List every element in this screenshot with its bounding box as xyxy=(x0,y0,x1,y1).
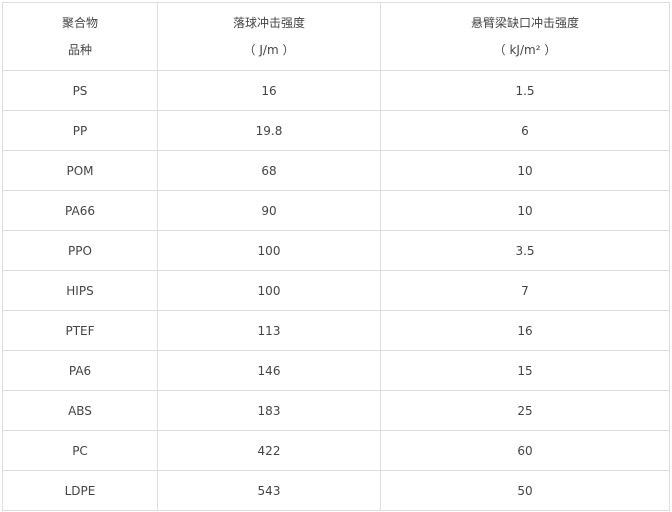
cell-polymer: LDPE xyxy=(2,470,158,511)
cell-falling-ball: 422 xyxy=(157,430,381,471)
table-row: PA6 146 15 xyxy=(2,350,670,391)
table-row: HIPS 100 7 xyxy=(2,270,670,311)
cell-polymer: PA6 xyxy=(2,350,158,391)
cell-polymer: PTEF xyxy=(2,310,158,351)
header-row: 聚合物品种 落球冲击强度 （ J/m ） 悬臂梁缺口冲击强度 （ kJ/m² ） xyxy=(2,2,670,71)
header-polymer: 聚合物 品种 xyxy=(2,2,158,71)
cell-izod: 10 xyxy=(380,190,670,231)
table-row: PP 19.8 6 xyxy=(2,110,670,151)
cell-izod: 1.5 xyxy=(380,70,670,111)
cell-falling-ball: 146 xyxy=(157,350,381,391)
table-row: LDPE 543 50 xyxy=(2,470,670,511)
cell-polymer: PA66 xyxy=(2,190,158,231)
table-row: POM 68 10 xyxy=(2,150,670,191)
cell-falling-ball: 16 xyxy=(157,70,381,111)
table-row: PPO 100 3.5 xyxy=(2,230,670,271)
table-row: ABS 183 25 xyxy=(2,390,670,431)
table-row: PA66 90 10 xyxy=(2,190,670,231)
cell-falling-ball: 543 xyxy=(157,470,381,511)
cell-polymer: PC xyxy=(2,430,158,471)
cell-falling-ball: 100 xyxy=(157,230,381,271)
header-line: 落球冲击强度 xyxy=(232,15,305,30)
cell-falling-ball: 90 xyxy=(157,190,381,231)
header-izod: 悬臂梁缺口冲击强度 （ kJ/m² ） xyxy=(380,2,670,71)
header-line: 悬臂梁缺口冲击强度 xyxy=(470,15,579,30)
cell-izod: 6 xyxy=(380,110,670,151)
cell-polymer: PPO xyxy=(2,230,158,271)
header-line: 聚合物 xyxy=(61,15,98,30)
header-line: 品种 xyxy=(67,42,92,57)
cell-izod: 3.5 xyxy=(380,230,670,271)
cell-polymer: PP xyxy=(2,110,158,151)
cell-izod: 16 xyxy=(380,310,670,351)
cell-falling-ball: 19.8 xyxy=(157,110,381,151)
cell-polymer: HIPS xyxy=(2,270,158,311)
cell-izod: 15 xyxy=(380,350,670,391)
cell-izod: 25 xyxy=(380,390,670,431)
cell-izod: 50 xyxy=(380,470,670,511)
cell-falling-ball: 183 xyxy=(157,390,381,431)
cell-falling-ball: 100 xyxy=(157,270,381,311)
cell-polymer: POM xyxy=(2,150,158,191)
header-line: （ J/m ） xyxy=(243,42,295,57)
cell-polymer: PS xyxy=(2,70,158,111)
table-row: PTEF 113 16 xyxy=(2,310,670,351)
cell-falling-ball: 68 xyxy=(157,150,381,191)
cell-polymer: ABS xyxy=(2,390,158,431)
cell-izod: 60 xyxy=(380,430,670,471)
table-row: PC 422 60 xyxy=(2,430,670,471)
table-row: PS 16 1.5 xyxy=(2,70,670,111)
cell-izod: 7 xyxy=(380,270,670,311)
cell-falling-ball: 113 xyxy=(157,310,381,351)
cell-izod: 10 xyxy=(380,150,670,191)
header-falling-ball: 落球冲击强度 （ J/m ） xyxy=(157,2,381,71)
header-line: （ kJ/m² ） xyxy=(493,42,557,57)
